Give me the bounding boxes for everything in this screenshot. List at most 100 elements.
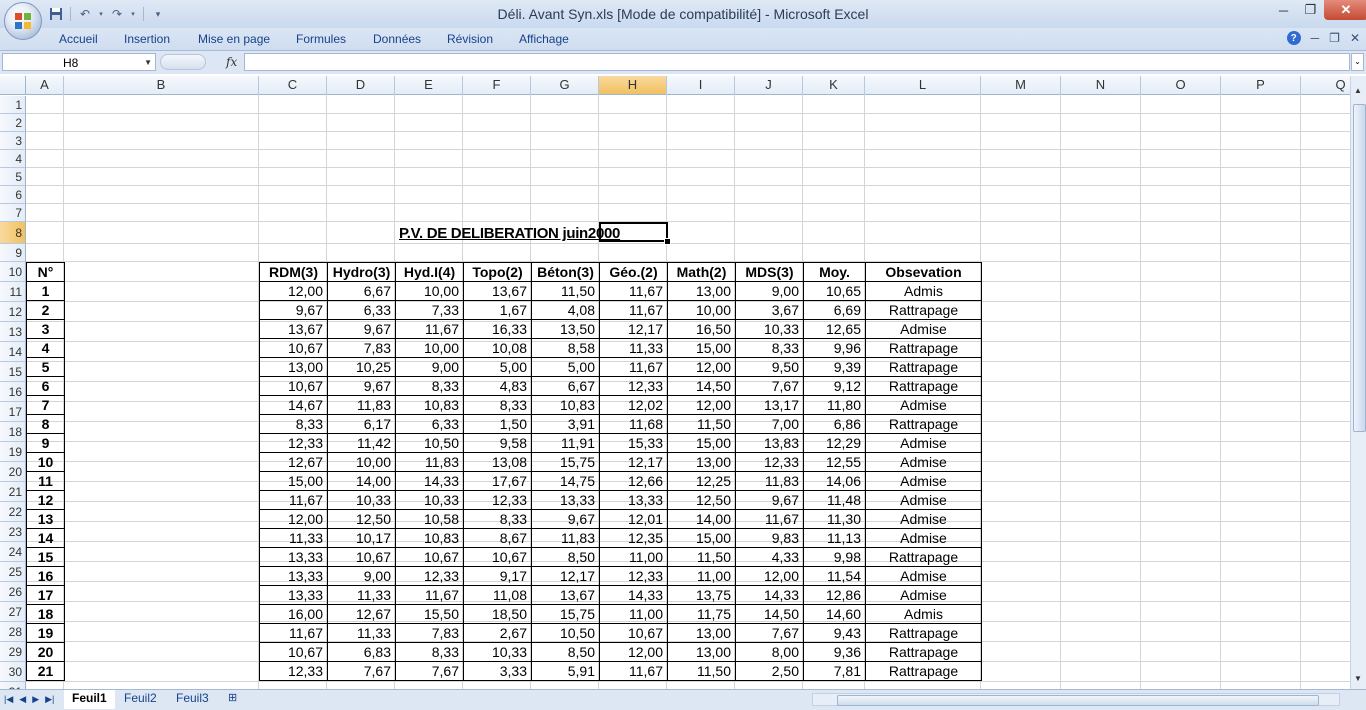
- grade-cell[interactable]: 10,58: [395, 509, 464, 529]
- column-title[interactable]: Hyd.I(4): [395, 262, 464, 282]
- observation-cell[interactable]: Rattrapage: [865, 300, 982, 320]
- grade-cell[interactable]: 12,00: [259, 281, 328, 301]
- grade-cell[interactable]: 7,67: [327, 661, 396, 681]
- grade-cell[interactable]: 16,33: [463, 319, 532, 339]
- grade-cell[interactable]: 6,86: [803, 414, 866, 434]
- grade-cell[interactable]: 13,00: [259, 357, 328, 377]
- row-header-25[interactable]: 25: [0, 562, 26, 582]
- grade-cell[interactable]: 9,67: [259, 300, 328, 320]
- grade-cell[interactable]: [64, 281, 260, 301]
- student-number-cell[interactable]: 2: [26, 300, 65, 320]
- grade-cell[interactable]: 12,33: [599, 376, 668, 396]
- grade-cell[interactable]: 15,00: [259, 471, 328, 491]
- student-number-cell[interactable]: 12: [26, 490, 65, 510]
- grade-cell[interactable]: 12,33: [259, 661, 328, 681]
- row-header-13[interactable]: 13: [0, 322, 26, 342]
- select-all-corner[interactable]: [0, 76, 26, 94]
- observation-cell[interactable]: Admis: [865, 281, 982, 301]
- tab-revision[interactable]: Révision: [447, 32, 494, 46]
- row-header-18[interactable]: 18: [0, 422, 26, 442]
- row-header-1[interactable]: 1: [0, 96, 26, 114]
- observation-cell[interactable]: Admise: [865, 528, 982, 548]
- grade-cell[interactable]: 10,00: [667, 300, 736, 320]
- tab-donnees[interactable]: Données: [373, 32, 422, 46]
- insert-function-icon[interactable]: fx: [226, 55, 238, 69]
- grade-cell[interactable]: 7,67: [735, 623, 804, 643]
- grade-cell[interactable]: 4,83: [463, 376, 532, 396]
- grade-cell[interactable]: 9,39: [803, 357, 866, 377]
- grade-cell[interactable]: 11,54: [803, 566, 866, 586]
- grade-cell[interactable]: 10,25: [327, 357, 396, 377]
- customize-icon[interactable]: ▾: [155, 8, 161, 19]
- observation-cell[interactable]: Rattrapage: [865, 338, 982, 358]
- column-title[interactable]: Moy.: [803, 262, 866, 282]
- grade-cell[interactable]: 9,98: [803, 547, 866, 567]
- tab-mise-en-page[interactable]: Mise en page: [198, 32, 271, 46]
- row-header-31[interactable]: 31: [0, 682, 26, 689]
- row-header-8[interactable]: 8: [0, 222, 26, 244]
- student-number-cell[interactable]: 16: [26, 566, 65, 586]
- observation-cell[interactable]: Rattrapage: [865, 642, 982, 662]
- grade-cell[interactable]: 11,75: [667, 604, 736, 624]
- grade-cell[interactable]: [64, 585, 260, 605]
- grade-cell[interactable]: 4,08: [531, 300, 600, 320]
- tab-insertion[interactable]: Insertion: [124, 32, 171, 46]
- grade-cell[interactable]: [64, 433, 260, 453]
- grade-cell[interactable]: [64, 376, 260, 396]
- grade-cell[interactable]: 11,50: [667, 547, 736, 567]
- observation-cell[interactable]: Admise: [865, 471, 982, 491]
- row-header-20[interactable]: 20: [0, 462, 26, 482]
- tab-formules[interactable]: Formules: [296, 32, 347, 46]
- row-header-28[interactable]: 28: [0, 622, 26, 642]
- grade-cell[interactable]: 11,00: [599, 604, 668, 624]
- column-title[interactable]: MDS(3): [735, 262, 804, 282]
- grade-cell[interactable]: 10,50: [531, 623, 600, 643]
- grade-cell[interactable]: 7,83: [327, 338, 396, 358]
- observation-cell[interactable]: Admise: [865, 433, 982, 453]
- grade-cell[interactable]: 10,17: [327, 528, 396, 548]
- grade-cell[interactable]: 15,75: [531, 604, 600, 624]
- grade-cell[interactable]: 8,58: [531, 338, 600, 358]
- column-header-n[interactable]: N: [1061, 76, 1141, 94]
- grade-cell[interactable]: 13,33: [531, 490, 600, 510]
- grade-cell[interactable]: 11,67: [599, 357, 668, 377]
- chevron-down-icon[interactable]: ▼: [144, 58, 152, 67]
- grade-cell[interactable]: 10,83: [395, 395, 464, 415]
- grade-cell[interactable]: 12,33: [259, 433, 328, 453]
- grade-cell[interactable]: 1,50: [463, 414, 532, 434]
- grade-cell[interactable]: 8,33: [463, 509, 532, 529]
- grade-cell[interactable]: 12,33: [463, 490, 532, 510]
- office-button[interactable]: [4, 2, 42, 40]
- grade-cell[interactable]: 13,67: [463, 281, 532, 301]
- row-header-23[interactable]: 23: [0, 522, 26, 542]
- grade-cell[interactable]: [64, 357, 260, 377]
- grade-cell[interactable]: [64, 566, 260, 586]
- grade-cell[interactable]: 1,67: [463, 300, 532, 320]
- row-header-29[interactable]: 29: [0, 642, 26, 662]
- grade-cell[interactable]: [64, 338, 260, 358]
- grade-cell[interactable]: [64, 300, 260, 320]
- formula-bar-resize-handle[interactable]: [160, 54, 206, 70]
- grade-cell[interactable]: [64, 604, 260, 624]
- grade-cell[interactable]: 15,50: [395, 604, 464, 624]
- active-cell-h8[interactable]: [599, 222, 668, 242]
- column-header-h[interactable]: H: [599, 76, 667, 94]
- tab-accueil[interactable]: Accueil: [59, 32, 98, 46]
- grade-cell[interactable]: 12,00: [735, 566, 804, 586]
- vertical-scroll-thumb[interactable]: [1353, 104, 1366, 432]
- grade-cell[interactable]: 6,33: [395, 414, 464, 434]
- observation-cell[interactable]: Admise: [865, 490, 982, 510]
- grade-cell[interactable]: 8,33: [735, 338, 804, 358]
- column-header-q[interactable]: Q: [1301, 76, 1350, 94]
- grade-cell[interactable]: 9,00: [735, 281, 804, 301]
- grade-cell[interactable]: 10,67: [259, 376, 328, 396]
- grade-cell[interactable]: 16,50: [667, 319, 736, 339]
- row-header-24[interactable]: 24: [0, 542, 26, 562]
- grade-cell[interactable]: 12,66: [599, 471, 668, 491]
- grade-cell[interactable]: 9,17: [463, 566, 532, 586]
- grade-cell[interactable]: 13,33: [259, 547, 328, 567]
- grade-cell[interactable]: 11,83: [531, 528, 600, 548]
- grade-cell[interactable]: 8,50: [531, 642, 600, 662]
- grade-cell[interactable]: 12,33: [599, 566, 668, 586]
- row-header-30[interactable]: 30: [0, 662, 26, 682]
